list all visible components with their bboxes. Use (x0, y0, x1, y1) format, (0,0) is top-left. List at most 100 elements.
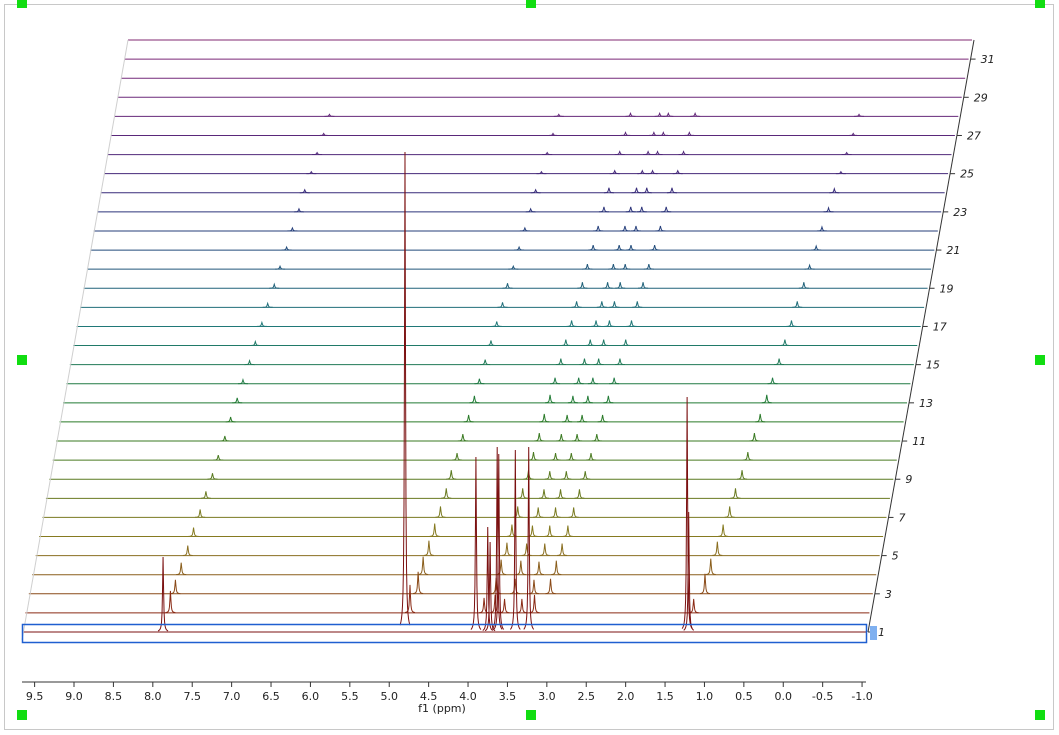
x-tick-label: 6.0 (302, 690, 320, 703)
peak (528, 452, 539, 461)
x-tick-label: 7.0 (223, 690, 241, 703)
z-tick-label: 27 (967, 129, 981, 142)
peak (213, 455, 224, 461)
handle[interactable] (17, 0, 27, 8)
peak (529, 594, 540, 614)
peak (561, 471, 572, 480)
z-tick-label: 29 (974, 91, 988, 104)
peak (614, 150, 625, 156)
peak (176, 562, 187, 576)
peak (804, 263, 815, 270)
selected-trace-box[interactable] (21, 623, 868, 644)
depth-edge (21, 39, 129, 641)
peak (654, 112, 665, 117)
peak (399, 151, 411, 626)
peak (619, 225, 630, 232)
peak (287, 226, 298, 232)
peak (469, 395, 480, 404)
peak (816, 225, 827, 232)
handle[interactable] (1035, 0, 1045, 8)
x-tick-label: 7.5 (183, 690, 201, 703)
peak (811, 244, 822, 251)
peak (533, 507, 544, 518)
peak (678, 150, 689, 156)
peak (835, 170, 846, 175)
peak (591, 433, 602, 442)
peak (560, 339, 571, 346)
peak (545, 394, 556, 404)
x-axis-title: f1 (ppm) (418, 702, 466, 715)
peak (593, 358, 604, 366)
peak (562, 525, 573, 537)
peak (553, 113, 564, 117)
peak (538, 489, 549, 499)
peak (555, 489, 566, 499)
peak (470, 456, 482, 630)
z-tick-label: 23 (953, 206, 967, 219)
peak (585, 339, 596, 346)
peak (318, 132, 329, 136)
peak (690, 112, 701, 117)
x-tick-label: 9.0 (65, 690, 83, 703)
x-tick-label: 0.0 (775, 690, 793, 703)
peak (165, 590, 176, 614)
x-tick-label: 1.0 (696, 690, 714, 703)
peak (643, 150, 654, 156)
peak (582, 395, 593, 404)
handle[interactable] (17, 710, 27, 720)
peak (641, 187, 652, 194)
peak (767, 377, 778, 385)
peak (502, 283, 513, 289)
peak (293, 207, 304, 213)
peak (275, 264, 286, 270)
peak (188, 527, 199, 537)
handle[interactable] (526, 0, 536, 8)
peak (614, 244, 625, 251)
peak (566, 453, 577, 461)
peak (491, 446, 503, 630)
peak (499, 598, 510, 614)
handle[interactable] (1035, 355, 1045, 365)
peak (324, 113, 335, 117)
handle[interactable] (1035, 710, 1045, 720)
x-tick-label: 5.5 (341, 690, 359, 703)
x-tick-label: -0.5 (812, 690, 833, 703)
peak (501, 542, 512, 556)
peak (516, 598, 527, 614)
peak (452, 453, 463, 461)
peak (580, 471, 591, 480)
x-tick-label: 2.5 (577, 690, 595, 703)
peak (170, 579, 181, 595)
x-tick-label: 3.5 (499, 690, 517, 703)
resize-handles[interactable] (17, 0, 1045, 720)
peak (598, 339, 609, 346)
peak (404, 584, 416, 614)
peak (493, 453, 505, 630)
x-tick-label: 8.5 (105, 690, 123, 703)
peak (614, 358, 625, 366)
z-tick-label: 9 (905, 473, 912, 486)
peak (792, 301, 803, 308)
peak (649, 244, 660, 251)
x-tick-label: -1.0 (851, 690, 872, 703)
handle[interactable] (526, 710, 536, 720)
peak (647, 169, 658, 175)
x-tick-label: 1.5 (656, 690, 674, 703)
peak (508, 264, 519, 270)
peak (798, 282, 809, 289)
peak (604, 320, 615, 327)
peak (672, 169, 683, 175)
peak (652, 150, 663, 156)
handle[interactable] (17, 355, 27, 365)
x-tick-label: 4.0 (459, 690, 477, 703)
peak (536, 170, 547, 175)
peak (577, 414, 588, 423)
selected-trace-marker[interactable] (870, 626, 877, 640)
peak (666, 187, 677, 194)
peak (854, 113, 865, 117)
peak (562, 414, 573, 423)
peak (637, 169, 648, 175)
peak (582, 264, 593, 270)
peak (225, 416, 236, 423)
z-tick-label: 25 (960, 168, 974, 181)
